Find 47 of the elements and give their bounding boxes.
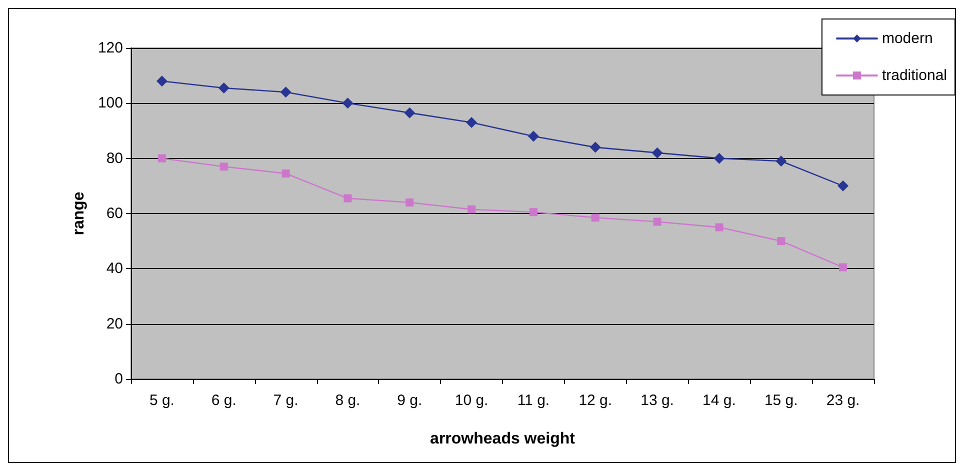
x-tick-label: 15 g. — [764, 392, 798, 409]
x-tick-label: 13 g. — [640, 392, 674, 409]
x-tick-label: 7 g. — [273, 392, 298, 409]
point — [529, 208, 538, 216]
point — [280, 86, 292, 98]
point — [777, 237, 786, 246]
point — [466, 116, 478, 128]
x-tick-label: 23 g. — [826, 392, 860, 409]
x-tick-label: 14 g. — [702, 392, 736, 409]
point — [591, 214, 600, 222]
x-tick-label: 6 g. — [211, 392, 236, 409]
y-tick-label: 40 — [106, 260, 123, 278]
x-axis-title: arrowheads weight — [430, 430, 576, 448]
point — [714, 152, 725, 164]
point — [715, 223, 724, 232]
point — [406, 198, 414, 206]
x-tick-label: 8 g. — [335, 392, 360, 409]
point — [468, 205, 476, 214]
point — [156, 76, 168, 87]
point — [342, 98, 354, 109]
point — [528, 130, 539, 142]
point — [282, 170, 290, 178]
x-tick-label: 11 g. — [517, 392, 550, 409]
point — [839, 263, 848, 272]
point — [344, 194, 352, 202]
x-tick-label: 5 g. — [149, 392, 174, 409]
point — [776, 156, 787, 167]
point — [404, 107, 416, 118]
x-tick-label: 10 g. — [454, 392, 488, 409]
legend-label: traditional — [882, 67, 948, 84]
point — [590, 142, 601, 153]
y-tick-label: 0 — [114, 370, 123, 388]
x-tick-label: 9 g. — [397, 392, 422, 409]
y-tick-label: 100 — [98, 94, 123, 112]
point — [838, 180, 849, 192]
y-axis-title: range — [70, 192, 88, 236]
y-tick-label: 80 — [106, 150, 123, 167]
point — [653, 218, 662, 226]
y-tick-label: 60 — [106, 205, 123, 222]
legend-label: modern — [882, 30, 933, 47]
y-tick-label: 120 — [98, 40, 123, 56]
point — [158, 154, 166, 162]
point — [220, 162, 228, 171]
x-tick-label: 12 g. — [578, 392, 612, 409]
point — [652, 147, 663, 158]
y-tick-label: 20 — [106, 315, 123, 332]
point — [218, 82, 230, 94]
